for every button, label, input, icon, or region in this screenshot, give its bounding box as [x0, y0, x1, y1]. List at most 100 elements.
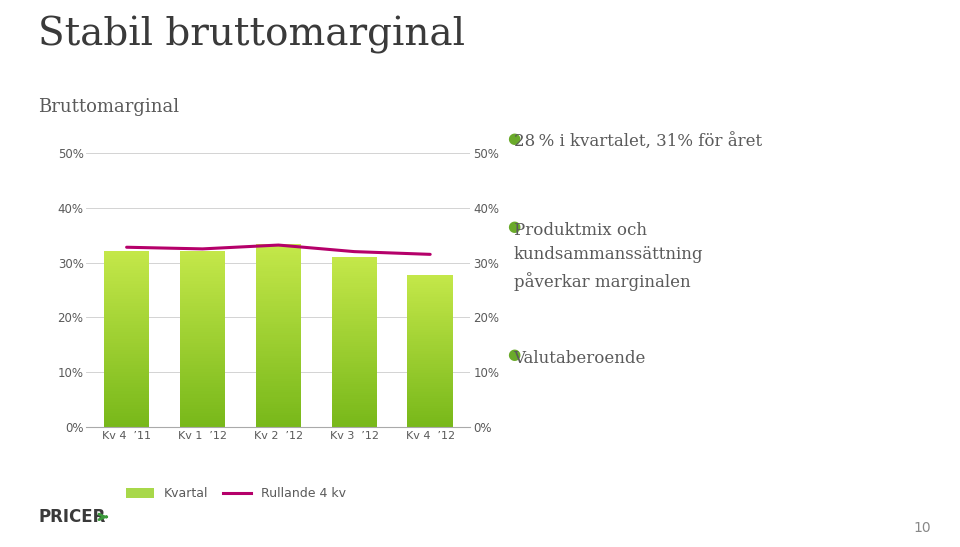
- Bar: [331, 346, 377, 348]
- Bar: [331, 318, 377, 321]
- Bar: [331, 393, 377, 395]
- Bar: [331, 378, 377, 380]
- Bar: [407, 391, 453, 392]
- Bar: [104, 272, 150, 275]
- Bar: [180, 336, 226, 339]
- Bar: [331, 342, 377, 344]
- Bar: [407, 334, 453, 335]
- Bar: [407, 316, 453, 318]
- Bar: [104, 354, 150, 356]
- Bar: [104, 281, 150, 283]
- Bar: [255, 255, 301, 258]
- Bar: [331, 348, 377, 351]
- Bar: [104, 376, 150, 378]
- Bar: [180, 356, 226, 358]
- Bar: [104, 251, 150, 253]
- Bar: [104, 345, 150, 347]
- Bar: [407, 381, 453, 383]
- Bar: [331, 359, 377, 361]
- Bar: [180, 275, 226, 277]
- Bar: [407, 364, 453, 366]
- Bar: [331, 323, 377, 325]
- Bar: [255, 424, 301, 427]
- Bar: [180, 290, 226, 292]
- Bar: [255, 296, 301, 299]
- Bar: [180, 266, 226, 268]
- Bar: [255, 331, 301, 333]
- Bar: [407, 410, 453, 411]
- Bar: [331, 354, 377, 357]
- Bar: [331, 272, 377, 274]
- Text: ●: ●: [507, 219, 520, 234]
- Bar: [255, 290, 301, 292]
- Text: ●: ●: [507, 347, 520, 362]
- Bar: [255, 317, 301, 319]
- Bar: [331, 293, 377, 295]
- Bar: [180, 308, 226, 310]
- Bar: [407, 349, 453, 351]
- Bar: [407, 408, 453, 410]
- Bar: [407, 280, 453, 282]
- Bar: [331, 278, 377, 281]
- Bar: [331, 321, 377, 323]
- Bar: [104, 398, 150, 400]
- Bar: [255, 304, 301, 306]
- Bar: [180, 301, 226, 304]
- Bar: [104, 257, 150, 259]
- Bar: [104, 356, 150, 358]
- Bar: [255, 244, 301, 246]
- Bar: [407, 360, 453, 362]
- Bar: [104, 367, 150, 369]
- Bar: [180, 422, 226, 424]
- Bar: [180, 350, 226, 352]
- Bar: [407, 352, 453, 354]
- Bar: [104, 414, 150, 416]
- Bar: [180, 398, 226, 400]
- Bar: [180, 367, 226, 369]
- Bar: [180, 411, 226, 414]
- Bar: [407, 309, 453, 311]
- Bar: [255, 301, 301, 304]
- Bar: [104, 317, 150, 319]
- Bar: [331, 331, 377, 333]
- Bar: [407, 326, 453, 328]
- Bar: [407, 356, 453, 358]
- Bar: [331, 410, 377, 412]
- Bar: [331, 327, 377, 329]
- Bar: [331, 306, 377, 308]
- Bar: [331, 298, 377, 300]
- Bar: [407, 324, 453, 326]
- Bar: [407, 415, 453, 417]
- Bar: [180, 255, 226, 257]
- Bar: [255, 420, 301, 422]
- Bar: [255, 276, 301, 278]
- Bar: [180, 306, 226, 308]
- Bar: [180, 383, 226, 385]
- Bar: [331, 380, 377, 382]
- Bar: [255, 281, 301, 283]
- Bar: [407, 301, 453, 303]
- Bar: [407, 303, 453, 305]
- Bar: [255, 333, 301, 335]
- Bar: [104, 321, 150, 323]
- Bar: [407, 299, 453, 301]
- Bar: [255, 409, 301, 411]
- Bar: [104, 330, 150, 332]
- Bar: [104, 299, 150, 301]
- Text: Valutaberoende: Valutaberoende: [514, 350, 646, 367]
- Bar: [407, 394, 453, 396]
- Bar: [407, 396, 453, 398]
- Bar: [180, 334, 226, 336]
- Bar: [331, 291, 377, 293]
- Bar: [331, 422, 377, 424]
- Bar: [407, 282, 453, 284]
- Bar: [104, 286, 150, 288]
- Bar: [104, 396, 150, 398]
- Bar: [255, 246, 301, 248]
- Bar: [331, 395, 377, 397]
- Bar: [180, 339, 226, 341]
- Bar: [331, 267, 377, 270]
- Bar: [104, 288, 150, 290]
- Bar: [407, 351, 453, 352]
- Bar: [407, 375, 453, 377]
